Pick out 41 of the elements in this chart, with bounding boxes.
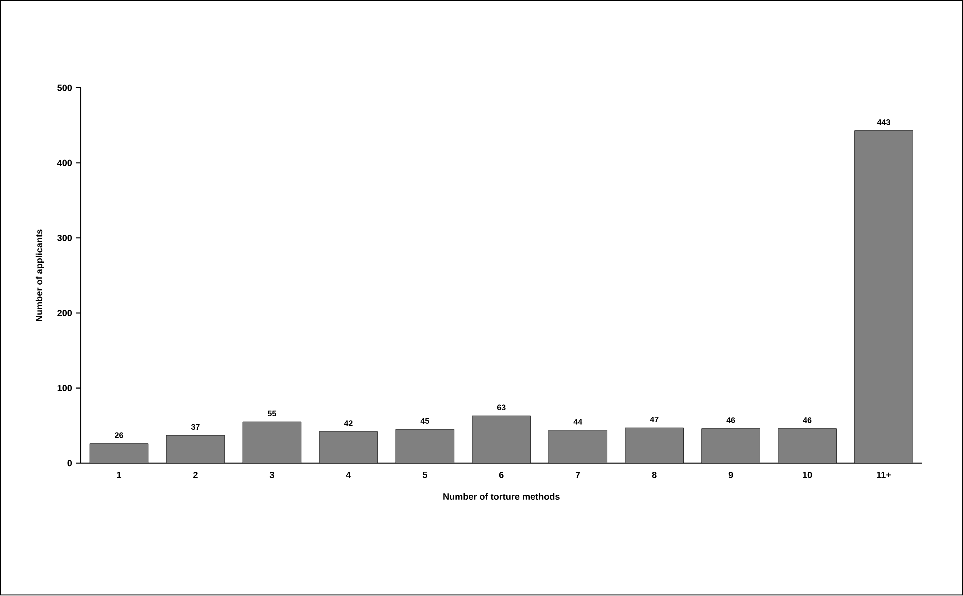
bar xyxy=(548,430,608,464)
y-tick-label: 0 xyxy=(68,460,72,467)
data-label: 45 xyxy=(420,418,430,424)
x-tick-label: 6 xyxy=(499,472,504,479)
x-tick-label: 8 xyxy=(652,472,657,479)
data-label: 26 xyxy=(115,432,124,438)
bar xyxy=(166,436,226,464)
y-tick-label: 100 xyxy=(58,385,72,392)
data-label: 37 xyxy=(191,424,200,430)
x-tick-label: 3 xyxy=(270,472,274,479)
x-tick-label: 11+ xyxy=(877,472,892,478)
bar xyxy=(854,130,914,464)
y-tick-label: 200 xyxy=(58,310,72,317)
bar xyxy=(396,430,455,464)
x-tick-label: 7 xyxy=(576,472,580,478)
bar xyxy=(472,416,532,464)
x-tick-label: 5 xyxy=(422,472,428,478)
y-tick-label: 300 xyxy=(58,235,72,242)
data-label: 46 xyxy=(803,418,812,424)
x-tick-label: 10 xyxy=(803,472,812,479)
bar xyxy=(702,428,760,464)
x-axis-title: Number of torture methods xyxy=(444,493,560,500)
x-tick-label: 4 xyxy=(346,472,352,478)
data-label: 42 xyxy=(344,420,353,426)
bar xyxy=(242,422,302,464)
data-label: 44 xyxy=(574,419,583,425)
y-axis-title: Number of applicants xyxy=(36,230,44,322)
bar xyxy=(90,444,149,464)
x-tick-label: 1 xyxy=(117,472,122,478)
data-label: 46 xyxy=(726,418,736,424)
x-tick-label: 2 xyxy=(194,472,198,478)
y-tick-label: 400 xyxy=(57,160,72,166)
bar xyxy=(319,432,378,464)
data-label: 443 xyxy=(877,120,890,126)
bar xyxy=(778,428,837,464)
data-label: 63 xyxy=(497,404,506,411)
bar xyxy=(625,428,684,464)
y-tick-label: 500 xyxy=(58,84,72,92)
data-label: 55 xyxy=(268,411,276,417)
data-label: 47 xyxy=(650,417,659,423)
x-tick-label: 9 xyxy=(728,472,734,479)
